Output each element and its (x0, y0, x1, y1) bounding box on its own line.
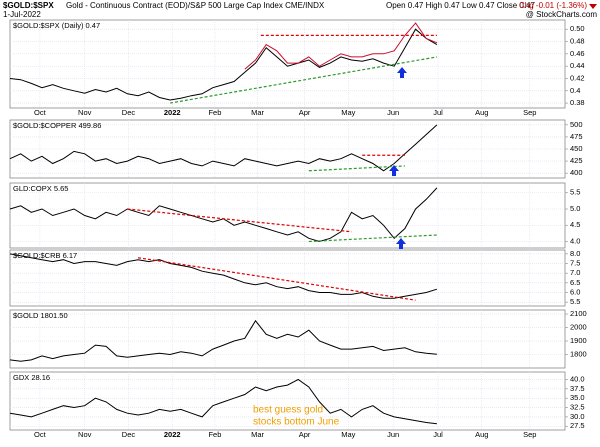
y-tick-label: 1800 (570, 349, 587, 358)
series-line (9, 378, 437, 425)
y-tick-label: 2000 (570, 323, 587, 332)
y-tick-label: 2100 (570, 309, 587, 318)
y-tick-label: 0.46 (570, 49, 585, 58)
x-tick-label: May (341, 108, 355, 117)
x-tick-label: Dec (122, 108, 136, 117)
quote: Open 0.47 High 0.47 Low 0.47 Close 0.47 (386, 1, 536, 10)
series-line (9, 28, 438, 101)
y-tick-label: 0.44 (570, 61, 585, 70)
y-tick-label: 8.0 (570, 249, 580, 258)
y-tick-label: 0.50 (570, 24, 585, 33)
y-tick-label: 37.5 (570, 384, 585, 393)
x-tick-label: Feb (208, 108, 221, 117)
y-tick-label: 7.0 (570, 268, 580, 277)
y-tick-label: 1900 (570, 336, 587, 345)
y-tick-label: 450 (570, 144, 583, 153)
y-tick-label: 5.5 (570, 188, 580, 197)
panel-title: $GOLD:$COPPER 499.86 (13, 121, 101, 130)
x-tick-label: 2022 (164, 430, 181, 439)
x-tick-label: Jul (433, 430, 443, 439)
y-tick-label: 5.5 (570, 297, 580, 306)
change: Chg -0.01 (-1.36%) (519, 1, 587, 10)
y-tick-label: 0.48 (570, 37, 585, 46)
series-line (9, 253, 438, 299)
annotation: stocks bottom June (253, 417, 340, 428)
y-tick-label: 40.0 (570, 374, 585, 383)
description: Gold - Continuous Contract (EOD)/S&P 500… (66, 1, 325, 10)
trendline (169, 56, 438, 104)
arrow (396, 238, 406, 249)
x-tick-label: Nov (78, 430, 92, 439)
x-tick-label: Jun (387, 430, 399, 439)
y-tick-label: 500 (570, 120, 583, 129)
x-tick-label: Jul (433, 108, 443, 117)
panel (9, 182, 566, 249)
annotation: best guess gold (253, 405, 323, 416)
y-tick-label: 5.0 (570, 204, 580, 213)
x-tick-label: Aug (475, 430, 488, 439)
trendline (137, 257, 416, 301)
x-tick-label: Nov (78, 108, 92, 117)
y-tick-label: 6.5 (570, 278, 580, 287)
trendline (127, 208, 352, 233)
trendline (308, 165, 405, 172)
x-tick-label: Jun (387, 108, 399, 117)
x-tick-label: Apr (299, 430, 311, 439)
x-tick-label: Oct (34, 430, 47, 439)
x-tick-label: 2022 (164, 108, 181, 117)
y-tick-label: 0.4 (570, 86, 580, 95)
credit: @ StockCharts.com (526, 10, 598, 19)
y-tick-label: 4.0 (570, 236, 580, 245)
panel (9, 309, 566, 369)
series-line (9, 124, 438, 172)
panel-title: GDX 28.16 (13, 373, 50, 382)
y-tick-label: 7.5 (570, 259, 580, 268)
y-tick-label: 400 (570, 168, 583, 177)
y-tick-label: 0.38 (570, 98, 585, 107)
y-tick-label: 6.0 (570, 287, 580, 296)
y-tick-label: 35.0 (570, 393, 585, 402)
symbol: $GOLD:$SPX (3, 1, 54, 10)
panel (9, 249, 566, 307)
x-tick-label: Feb (208, 430, 221, 439)
panel-title: GLD:COPX 5.65 (13, 184, 68, 193)
arrow (389, 165, 399, 176)
date: 1-Jul-2022 (3, 10, 41, 19)
x-tick-label: Sep (523, 430, 536, 439)
x-tick-label: Dec (122, 430, 136, 439)
y-tick-label: 425 (570, 156, 583, 165)
trendline (308, 234, 437, 243)
x-tick-label: Oct (34, 108, 47, 117)
y-tick-label: 0.42 (570, 73, 585, 82)
series-line (9, 319, 437, 362)
y-tick-label: 27.5 (570, 421, 585, 430)
x-tick-label: Sep (523, 108, 536, 117)
x-tick-label: Apr (299, 108, 311, 117)
panel-title: $GOLD 1801.50 (13, 311, 68, 320)
panel (9, 19, 566, 109)
y-tick-label: 4.5 (570, 220, 580, 229)
series-line (244, 22, 438, 70)
x-tick-label: Mar (251, 108, 264, 117)
x-tick-label: May (341, 430, 355, 439)
x-tick-label: Aug (475, 108, 488, 117)
arrow (397, 67, 407, 78)
x-tick-label: Mar (251, 430, 264, 439)
y-tick-label: 32.5 (570, 403, 585, 412)
change-icon (589, 4, 597, 9)
panel-title: $GOLD:$CRB 6.17 (13, 251, 77, 260)
y-tick-label: 30.0 (570, 412, 585, 421)
panel-title: $GOLD:$SPX (Daily) 0.47 (13, 21, 100, 30)
y-tick-label: 475 (570, 132, 583, 141)
